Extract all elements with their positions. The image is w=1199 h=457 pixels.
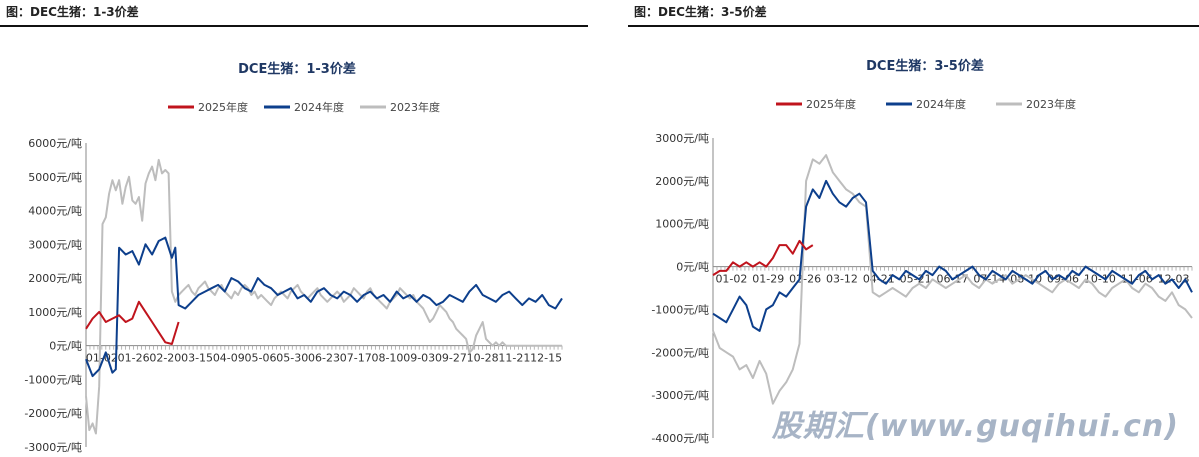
left-chart: DCE生猪：1-3价差 2025年度 2024年度 2023年度 6000元/吨 5000… xyxy=(24,61,563,454)
left-x-tick-label: 07-17 xyxy=(340,352,372,365)
right-x-tick-label: 01-02 xyxy=(715,273,747,286)
watermark: 股期汇(www.guqihui.cn) xyxy=(771,409,1179,444)
left-y-tick-label: 0元/吨 xyxy=(49,340,82,353)
left-y-tick-label: -2000元/吨 xyxy=(24,407,82,420)
right-y-tick-label: 2000元/吨 xyxy=(655,175,709,188)
left-y-tick-label: 2000元/吨 xyxy=(28,272,82,285)
left-series-line-2025年度 xyxy=(85,300,180,345)
left-x-tick-label: 09-03 xyxy=(403,352,435,365)
right-legend-label: 2023年度 xyxy=(1026,97,1076,111)
right-y-tick-label: -3000元/吨 xyxy=(651,389,709,402)
left-x-tick-label: 06-23 xyxy=(308,352,340,365)
right-chart: DCE生猪：3-5价差 2025年度 2024年度 2023年度 3000元/吨 2000… xyxy=(651,58,1193,445)
left-legend-label: 2023年度 xyxy=(390,100,440,114)
left-legend-label: 2024年度 xyxy=(294,100,344,114)
right-series-line-2025年度 xyxy=(712,239,814,276)
left-y-tick-label: 1000元/吨 xyxy=(28,306,82,319)
right-x-tick-label: 01-29 xyxy=(752,273,784,286)
left-caption-rule xyxy=(0,25,588,27)
left-y-tick-label: 5000元/吨 xyxy=(28,171,82,184)
right-y-tick-label: -2000元/吨 xyxy=(651,346,709,359)
left-x-tick-label: 02-20 xyxy=(149,352,181,365)
right-caption-rule xyxy=(628,25,1199,27)
left-y-tick-label: -1000元/吨 xyxy=(24,373,82,386)
left-y-tick-label: 4000元/吨 xyxy=(28,205,82,218)
right-chart-panel: 图：DEC生猪：3-5价差 DCE生猪：3-5价差 2025年度 2024年度 202… xyxy=(628,0,1199,457)
left-series-line-2024年度 xyxy=(85,236,563,378)
right-x-tick-label: 05-21 xyxy=(900,273,932,286)
left-x-tick-label: 12-15 xyxy=(530,352,562,365)
left-x-tick-label: 04-09 xyxy=(213,352,245,365)
right-y-tick-label: 0元/吨 xyxy=(676,261,709,274)
left-x-tick-label: 08-10 xyxy=(371,352,403,365)
right-y-tick-label: 1000元/吨 xyxy=(655,218,709,231)
right-y-tick-label: 3000元/吨 xyxy=(655,132,709,145)
left-legend-label: 2025年度 xyxy=(198,100,248,114)
right-x-tick-label: 02-26 xyxy=(789,273,821,286)
left-y-tick-label: -3000元/吨 xyxy=(24,441,82,454)
left-x-tick-label: 09-27 xyxy=(435,352,467,365)
left-x-tick-label: 10-28 xyxy=(467,352,499,365)
right-y-tick-label: -4000元/吨 xyxy=(651,432,709,445)
left-x-tick-label: 11-21 xyxy=(498,352,530,365)
left-x-tick-label: 01-02 xyxy=(86,352,118,365)
left-x-tick-label: 05-06 xyxy=(245,352,277,365)
right-x-tick-label: 03-12 xyxy=(826,273,858,286)
left-chart-panel: 图：DEC生猪：1-3价差 DCE生猪：1-3价差 2025年度 2024年度 202… xyxy=(0,0,588,457)
left-y-tick-label: 3000元/吨 xyxy=(28,238,82,251)
right-series-line-2024年度 xyxy=(712,179,1193,332)
left-x-tick-label: 05-30 xyxy=(276,352,308,365)
left-y-tick-label: 6000元/吨 xyxy=(28,137,82,150)
right-series-line-2023年度 xyxy=(712,154,1193,405)
left-chart-title: DCE生猪：1-3价差 xyxy=(238,61,356,77)
left-x-tick-label: 01-26 xyxy=(118,352,150,365)
left-caption: 图：DEC生猪：1-3价差 xyxy=(6,5,139,19)
right-x-tick-label: 10-10 xyxy=(1084,273,1116,286)
right-caption: 图：DEC生猪：3-5价差 xyxy=(634,5,767,19)
right-y-tick-label: -1000元/吨 xyxy=(651,303,709,316)
left-series-line-2023年度 xyxy=(85,158,562,435)
right-legend-label: 2024年度 xyxy=(916,97,966,111)
left-x-tick-label: 03-15 xyxy=(181,352,213,365)
right-chart-title: DCE生猪：3-5价差 xyxy=(866,58,984,74)
right-legend-label: 2025年度 xyxy=(806,97,856,111)
